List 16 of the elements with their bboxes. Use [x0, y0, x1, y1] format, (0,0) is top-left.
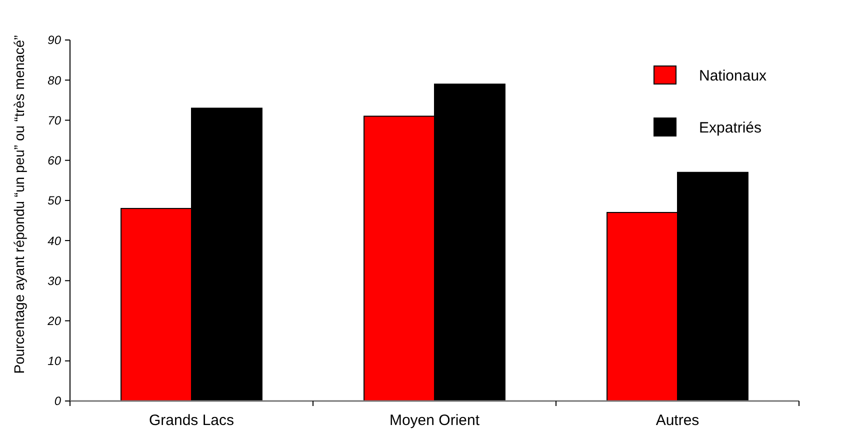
y-tick-label: 10	[48, 354, 62, 368]
legend-label: Expatriés	[699, 119, 762, 136]
y-tick-label: 20	[46, 314, 62, 328]
y-tick-label: 60	[48, 154, 62, 168]
x-tick-label: Grands Lacs	[148, 412, 234, 429]
y-tick-label: 50	[48, 194, 62, 208]
y-axis-title: Pourcentage ayant répondu “un peu” ou “très menacé”	[11, 34, 27, 374]
y-tick-label: 70	[48, 113, 62, 128]
x-tick-label: Autres	[656, 412, 700, 429]
legend-label: Nationaux	[699, 67, 768, 84]
y-tick-label: 30	[48, 274, 62, 288]
y-tick-label: 40	[48, 234, 62, 248]
y-tick-label: 90	[48, 33, 62, 48]
y-tick-label: 80	[48, 73, 62, 88]
x-tick-label: Moyen Orient	[389, 412, 480, 429]
y-tick-label: 0	[54, 394, 62, 408]
